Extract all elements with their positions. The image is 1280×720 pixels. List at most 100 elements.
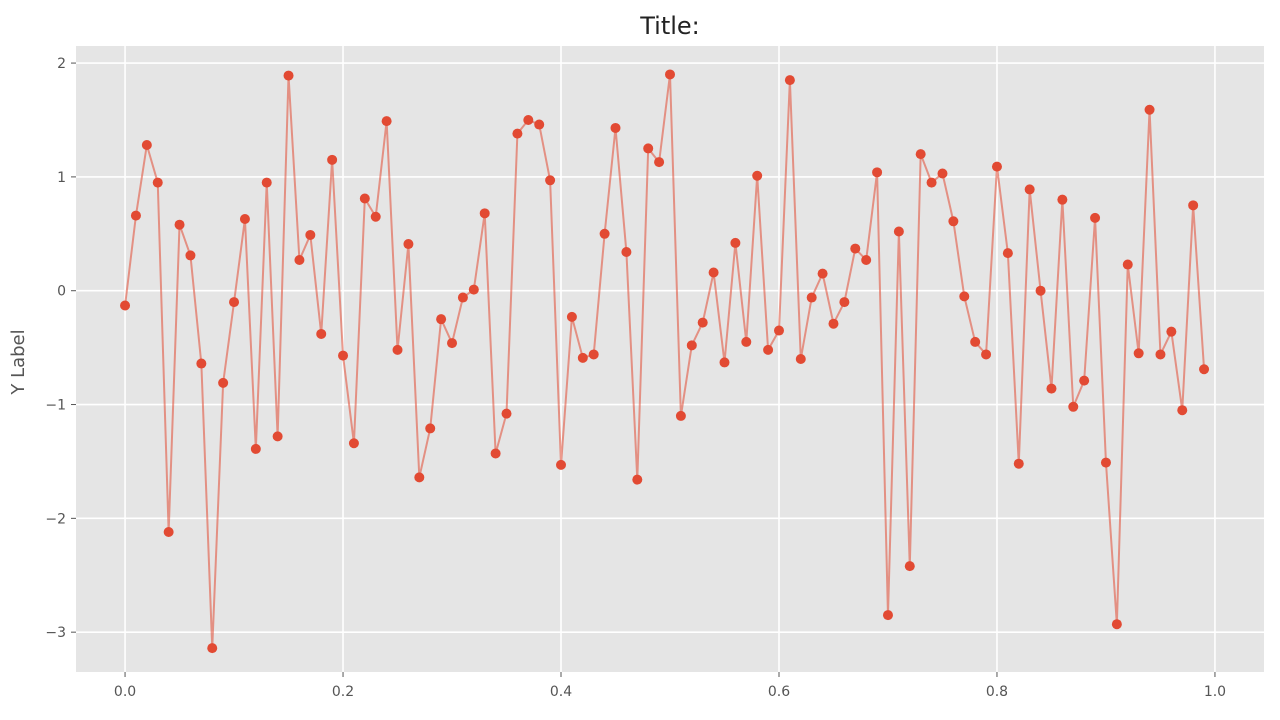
data-point [795, 354, 806, 364]
data-point [839, 297, 850, 308]
data-point [1155, 349, 1166, 360]
data-point [686, 340, 697, 351]
data-point [283, 70, 294, 81]
data-point [348, 438, 359, 449]
data-point [447, 338, 458, 349]
data-point [556, 459, 567, 470]
series [120, 69, 1210, 654]
data-point [970, 336, 981, 347]
data-point [1133, 348, 1144, 359]
data-point [588, 349, 599, 360]
data-point [338, 350, 349, 361]
data-point [719, 357, 730, 368]
data-point [1068, 401, 1079, 412]
data-point [436, 314, 447, 325]
data-point [316, 328, 327, 339]
grid [76, 46, 1264, 672]
data-point [370, 211, 381, 222]
data-point [1199, 364, 1210, 375]
data-point [915, 149, 926, 160]
data-point [490, 448, 501, 459]
y-tick-label: 1 [57, 170, 66, 186]
data-point [621, 247, 632, 258]
data-point [1122, 259, 1133, 270]
data-point [196, 358, 207, 369]
data-point [959, 291, 970, 302]
data-point [1002, 248, 1013, 259]
data-point [120, 300, 131, 311]
data-point [1144, 104, 1155, 115]
y-tick-label: −3 [45, 625, 66, 641]
chart-title: Title: [639, 12, 700, 40]
x-tick-label: 0.6 [768, 684, 790, 700]
y-axis-label: Y Label [8, 329, 29, 395]
data-point [1079, 375, 1090, 386]
data-point [130, 210, 141, 221]
data-point [479, 208, 490, 219]
data-point [937, 168, 948, 179]
data-point [926, 177, 937, 188]
y-tick-label: 2 [57, 56, 66, 72]
data-point [327, 154, 338, 165]
data-point [512, 128, 523, 139]
data-point [305, 229, 316, 240]
data-point [218, 377, 229, 388]
data-point [403, 239, 414, 250]
data-point [904, 561, 915, 572]
data-point [665, 69, 675, 80]
data-point [763, 344, 774, 355]
data-point [1046, 383, 1057, 394]
data-point [828, 318, 839, 329]
y-tick-label: −1 [45, 398, 66, 414]
data-point [872, 167, 883, 178]
data-point [359, 193, 370, 204]
data-point [545, 175, 556, 186]
data-point [141, 140, 152, 151]
data-point [599, 228, 610, 239]
data-point [675, 410, 686, 421]
data-point [272, 431, 283, 442]
data-point [174, 219, 185, 230]
data-point [457, 292, 468, 303]
data-point [566, 311, 577, 322]
data-point [708, 267, 719, 278]
data-point [1013, 458, 1024, 469]
data-point [861, 254, 872, 265]
data-point [1100, 457, 1111, 468]
x-tick-label: 1.0 [1204, 684, 1226, 700]
data-point [207, 643, 218, 654]
data-point [414, 472, 425, 483]
data-point [229, 297, 240, 308]
x-tick-label: 0.0 [114, 684, 136, 700]
data-point [523, 114, 534, 125]
data-point [850, 243, 861, 254]
x-tick-label: 0.2 [332, 684, 354, 700]
data-point [784, 75, 795, 86]
data-point [817, 268, 828, 279]
data-point [948, 216, 959, 227]
data-point [893, 226, 904, 237]
data-point [163, 527, 174, 538]
data-point [1166, 326, 1177, 337]
data-point [261, 177, 272, 188]
data-point [1057, 194, 1068, 205]
data-point [806, 292, 817, 303]
data-point [741, 336, 752, 347]
data-point [654, 157, 665, 168]
data-point [1035, 285, 1046, 296]
data-point [381, 116, 392, 127]
data-point [981, 349, 992, 360]
y-tick-label: 0 [57, 284, 66, 300]
data-point [882, 610, 893, 621]
x-tick-label: 0.8 [986, 684, 1008, 700]
data-point [392, 344, 403, 355]
data-point [610, 122, 621, 133]
data-point [643, 143, 654, 154]
data-point [425, 423, 436, 434]
data-point [697, 317, 708, 328]
data-point [468, 284, 479, 295]
data-point [1177, 405, 1188, 416]
data-point [1090, 212, 1101, 223]
ticks: 2 1 0 −1 −2 −3 0.0 0.2 0.4 0.6 0.8 1.0 [45, 56, 1226, 700]
